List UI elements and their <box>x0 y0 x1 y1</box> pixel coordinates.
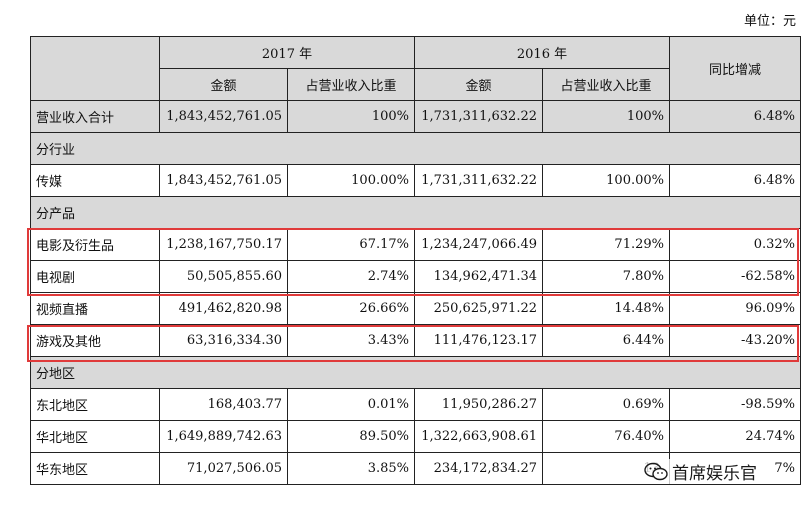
share-2017: 89.50% <box>287 420 415 453</box>
yoy-change: 96.09% <box>669 292 801 325</box>
amount-2017: 1,649,889,742.63 <box>159 420 288 453</box>
amount-2016: 111,476,123.17 <box>414 324 543 357</box>
yoy-change: 6.48% <box>669 164 801 197</box>
row-label: 营业收入合计 <box>30 100 160 133</box>
amount-2016: 11,950,286.27 <box>414 388 543 421</box>
row-label: 电影及衍生品 <box>30 228 160 261</box>
header-yoy: 同比增减 <box>669 36 801 101</box>
amount-2016: 1,234,247,066.49 <box>414 228 543 261</box>
yoy-change: 6.48% <box>669 100 801 133</box>
share-2016: 100.00% <box>542 164 670 197</box>
amount-2017: 50,505,855.60 <box>159 260 288 293</box>
table-row: 视频直播 491,462,820.98 26.66% 250,625,971.2… <box>30 292 801 325</box>
amount-2017: 1,238,167,750.17 <box>159 228 288 261</box>
amount-2016: 234,172,834.27 <box>414 452 543 485</box>
amount-2016: 1,731,311,632.22 <box>414 100 543 133</box>
section-row-product: 分产品 <box>30 196 801 229</box>
section-label: 分地区 <box>30 356 801 389</box>
yoy-change: -98.59% <box>669 388 801 421</box>
corner-cell <box>30 36 160 101</box>
share-2016: 0.69% <box>542 388 670 421</box>
table-row: 东北地区 168,403.77 0.01% 11,950,286.27 0.69… <box>30 388 801 421</box>
amount-2017: 71,027,506.05 <box>159 452 288 485</box>
share-2016: 76.40% <box>542 420 670 453</box>
share-2017: 67.17% <box>287 228 415 261</box>
share-2017: 100.00% <box>287 164 415 197</box>
watermark: 首席娱乐官 <box>640 459 761 484</box>
table-row-total: 营业收入合计 1,843,452,761.05 100% 1,731,311,6… <box>30 100 801 133</box>
table-row: 华东地区 71,027,506.05 3.85% 234,172,834.27 … <box>30 452 801 485</box>
row-label: 游戏及其他 <box>30 324 160 357</box>
amount-2017: 491,462,820.98 <box>159 292 288 325</box>
revenue-table: 2017 年 2016 年 同比增减 金额 占营业收入比重 金额 占营业收入比重… <box>30 36 801 485</box>
amount-2016: 1,731,311,632.22 <box>414 164 543 197</box>
table-row: 电视剧 50,505,855.60 2.74% 134,962,471.34 7… <box>30 260 801 293</box>
share-2016: 71.29% <box>542 228 670 261</box>
amount-2017: 168,403.77 <box>159 388 288 421</box>
row-label: 东北地区 <box>30 388 160 421</box>
share-2016: 100% <box>542 100 670 133</box>
amount-2017: 63,316,334.30 <box>159 324 288 357</box>
share-2017: 2.74% <box>287 260 415 293</box>
amount-2016: 250,625,971.22 <box>414 292 543 325</box>
row-label: 电视剧 <box>30 260 160 293</box>
section-row-region: 分地区 <box>30 356 801 389</box>
share-2016: 14.48% <box>542 292 670 325</box>
header-year-2016: 2016 年 <box>414 36 670 69</box>
yoy-change: 0.32% <box>669 228 801 261</box>
yoy-change: -43.20% <box>669 324 801 357</box>
header-amount-2016: 金额 <box>414 68 543 101</box>
section-row-industry: 分行业 <box>30 132 801 165</box>
share-2017: 0.01% <box>287 388 415 421</box>
unit-label: 单位：元 <box>743 14 796 29</box>
table-row: 电影及衍生品 1,238,167,750.17 67.17% 1,234,247… <box>30 228 801 261</box>
row-label: 视频直播 <box>30 292 160 325</box>
table-row: 传媒 1,843,452,761.05 100.00% 1,731,311,63… <box>30 164 801 197</box>
row-label: 华东地区 <box>30 452 160 485</box>
row-label: 传媒 <box>30 164 160 197</box>
share-2017: 3.43% <box>287 324 415 357</box>
table-row: 游戏及其他 63,316,334.30 3.43% 111,476,123.17… <box>30 324 801 357</box>
header-share-2017: 占营业收入比重 <box>287 68 415 101</box>
share-2017: 26.66% <box>287 292 415 325</box>
watermark-text: 首席娱乐官 <box>672 464 757 484</box>
header-year-2017: 2017 年 <box>159 36 415 69</box>
amount-2016: 1,322,663,908.61 <box>414 420 543 453</box>
table-row: 华北地区 1,649,889,742.63 89.50% 1,322,663,9… <box>30 420 801 453</box>
amount-2016: 134,962,471.34 <box>414 260 543 293</box>
share-2016: 6.44% <box>542 324 670 357</box>
section-label: 分产品 <box>30 196 801 229</box>
section-label: 分行业 <box>30 132 801 165</box>
amount-2017: 1,843,452,761.05 <box>159 164 288 197</box>
share-2016: 7.80% <box>542 260 670 293</box>
yoy-change: 24.74% <box>669 420 801 453</box>
amount-2017: 1,843,452,761.05 <box>159 100 288 133</box>
share-2017: 100% <box>287 100 415 133</box>
share-2017: 3.85% <box>287 452 415 485</box>
header-amount-2017: 金额 <box>159 68 288 101</box>
wechat-icon <box>644 462 668 480</box>
row-label: 华北地区 <box>30 420 160 453</box>
yoy-change: -62.58% <box>669 260 801 293</box>
header-share-2016: 占营业收入比重 <box>542 68 670 101</box>
